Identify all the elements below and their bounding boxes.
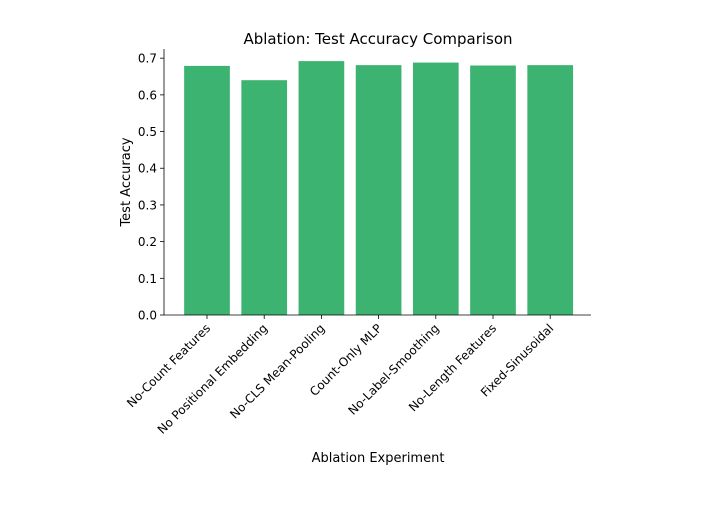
y-tick-label: 0.0 [138,309,157,323]
bar [470,65,516,315]
x-axis-label: Ablation Experiment [312,451,445,466]
y-tick-label: 0.4 [138,162,157,176]
bar [527,65,574,315]
bar [412,62,459,316]
y-tick-label: 0.6 [138,88,157,102]
y-tick-label: 0.3 [138,198,157,212]
bar [241,80,288,315]
bar [355,65,402,315]
y-axis: 0.0 0.1 0.2 0.3 0.4 0.5 0.6 0.7 [138,49,165,323]
chart-title: Ablation: Test Accuracy Comparison [243,30,512,48]
bar [298,61,345,315]
bar [184,65,230,315]
y-axis-label: Test Accuracy [119,137,134,227]
y-tick-label: 0.5 [138,125,157,139]
x-tick-label: No Positional Embedding [155,321,271,437]
y-tick-label: 0.1 [138,272,157,286]
y-tick-label: 0.2 [138,235,157,249]
y-tick-label: 0.7 [138,52,157,66]
x-tick-label: No-CLS Mean-Pooling [227,321,327,421]
bars-group [184,61,574,316]
